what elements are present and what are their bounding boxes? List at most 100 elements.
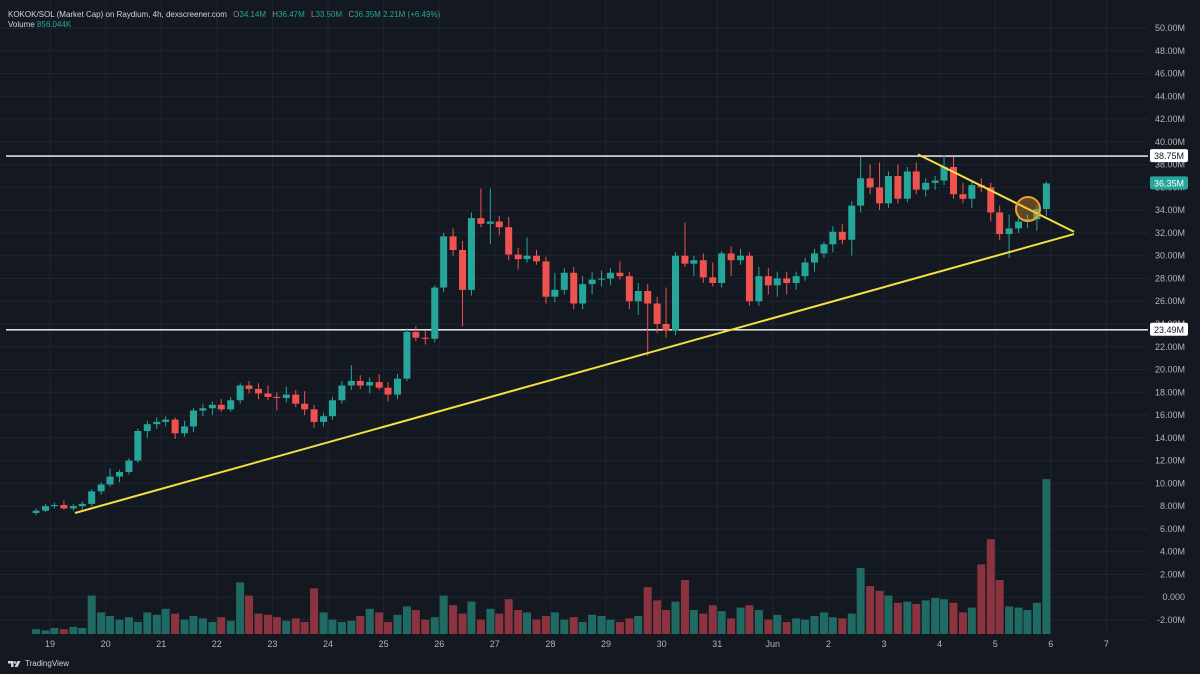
candle-body	[440, 236, 448, 288]
volume-bar	[467, 601, 476, 634]
volume-bar	[940, 599, 949, 634]
low-value: 33.50M	[315, 10, 343, 19]
volume-bar	[41, 630, 50, 634]
volume-bar	[87, 595, 96, 634]
volume-bar	[300, 622, 309, 634]
price-tick-label: 18.00M	[1155, 387, 1185, 397]
volume-bar	[773, 614, 782, 634]
volume-bar	[69, 626, 78, 634]
candle-body	[959, 194, 967, 199]
volume-bar	[615, 622, 624, 634]
volume-bar	[78, 628, 87, 634]
volume-header: Volume 856.044K	[8, 20, 71, 30]
volume-bar	[523, 612, 532, 634]
volume-bar	[236, 582, 245, 634]
candle-body	[903, 171, 911, 199]
candle-body	[459, 250, 467, 290]
volume-bar	[764, 619, 773, 634]
candle-body	[801, 262, 809, 277]
volume-bar	[1042, 479, 1051, 634]
volume-bar	[171, 613, 180, 634]
price-tick-label: 42.00M	[1155, 114, 1185, 124]
candle-body	[403, 331, 411, 379]
candle-body	[792, 276, 800, 284]
volume-bar	[727, 618, 736, 634]
volume-bar	[245, 595, 254, 634]
candle-body	[745, 255, 753, 302]
candle-body	[709, 277, 717, 284]
candle-body	[171, 419, 179, 434]
candle-body	[579, 284, 587, 304]
volume-bar	[745, 605, 754, 634]
volume-bar	[272, 617, 281, 634]
volume-bar	[847, 613, 856, 634]
candle-body	[616, 272, 624, 277]
volume-bar	[504, 599, 513, 634]
candle-body	[718, 253, 726, 284]
candle-body	[301, 403, 309, 410]
candle-body	[421, 337, 429, 339]
candle-body	[598, 278, 606, 280]
volume-bar	[282, 620, 291, 634]
current-price-tag	[1150, 176, 1188, 190]
candle-body	[662, 324, 670, 331]
candle-body	[143, 424, 151, 432]
candle-body	[931, 180, 939, 183]
volume-bar	[328, 619, 337, 634]
volume-bar	[1014, 607, 1023, 634]
price-tick-label: 16.00M	[1155, 410, 1185, 420]
volume-bar	[801, 619, 810, 634]
candle-body	[227, 400, 235, 410]
candle-body	[737, 255, 745, 261]
breakout-circle	[1015, 196, 1041, 223]
candle-body	[940, 166, 948, 181]
volume-bar	[828, 617, 837, 634]
volume-bar	[226, 620, 235, 634]
candle-body	[495, 221, 503, 228]
candle-body	[542, 261, 550, 297]
price-axis[interactable]: 50.00M 48.00M 46.00M 44.00M 42.00M 40.00M 38.0…	[1150, 23, 1188, 625]
candle-body	[653, 303, 661, 324]
volume-bar	[356, 616, 365, 634]
candle-body	[690, 260, 698, 264]
price-tick-label: 40.00M	[1155, 137, 1185, 147]
candle-body	[950, 166, 957, 195]
trendlines[interactable]	[74, 153, 1075, 514]
volume-bars	[32, 479, 1051, 634]
price-tick-label: 32.00M	[1155, 228, 1185, 238]
candle-body	[431, 287, 439, 339]
candle-body	[125, 460, 133, 472]
volume-bar	[291, 618, 300, 634]
candle-body	[292, 394, 300, 404]
candle-body	[78, 503, 86, 507]
candle-body	[217, 404, 225, 410]
time-axis[interactable]: 19 20 21 22 23 24 25 26 27 28 29 30 31 Jun 2 3 4 5 6 7	[45, 639, 1109, 649]
price-tick-label: 0.000	[1162, 592, 1185, 602]
horizontal-levels[interactable]	[6, 155, 1148, 331]
open-value: 34.14M	[239, 10, 267, 19]
time-tick-label: 23	[267, 639, 277, 649]
candle-body	[264, 393, 272, 397]
volume-bar	[384, 622, 393, 634]
close-value: 36.35M	[354, 10, 381, 19]
time-tick-label: 28	[545, 639, 555, 649]
level-tag-label: 38.75M	[1154, 151, 1184, 161]
time-tick-label: 25	[379, 639, 389, 649]
candle-body	[551, 289, 559, 297]
volume-bar	[115, 619, 124, 634]
volume-bar	[124, 617, 133, 634]
candle-body	[514, 254, 522, 260]
tradingview-branding[interactable]: TradingView	[8, 659, 69, 668]
time-tick-label: 6	[1048, 639, 1053, 649]
volume-label: Volume	[8, 20, 35, 29]
time-tick-label: 4	[937, 639, 942, 649]
volume-bar	[931, 598, 940, 634]
volume-bar	[625, 618, 634, 634]
candle-body	[69, 506, 77, 509]
candle-body	[310, 409, 318, 422]
candle-body	[672, 255, 679, 331]
volume-bar	[217, 617, 226, 634]
candle-body	[505, 227, 513, 255]
volume-bar	[32, 629, 41, 634]
